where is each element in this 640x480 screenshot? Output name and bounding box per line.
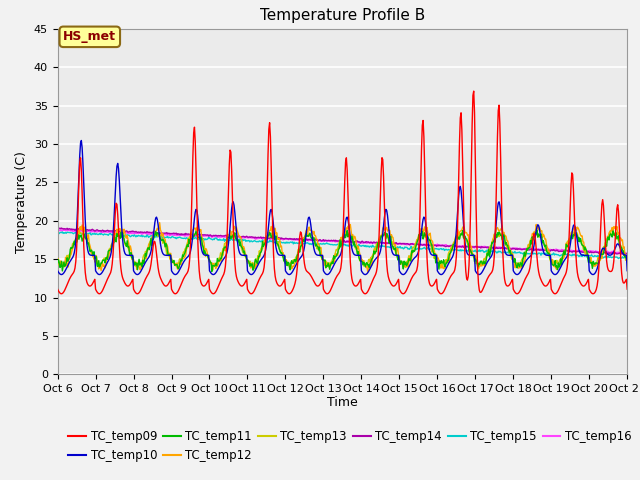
Y-axis label: Temperature (C): Temperature (C) xyxy=(15,151,28,252)
X-axis label: Time: Time xyxy=(327,396,358,408)
Legend: TC_temp09, TC_temp10, TC_temp11, TC_temp12, TC_temp13, TC_temp14, TC_temp15, TC_: TC_temp09, TC_temp10, TC_temp11, TC_temp… xyxy=(63,425,636,467)
Title: Temperature Profile B: Temperature Profile B xyxy=(260,9,425,24)
Text: HS_met: HS_met xyxy=(63,30,116,43)
